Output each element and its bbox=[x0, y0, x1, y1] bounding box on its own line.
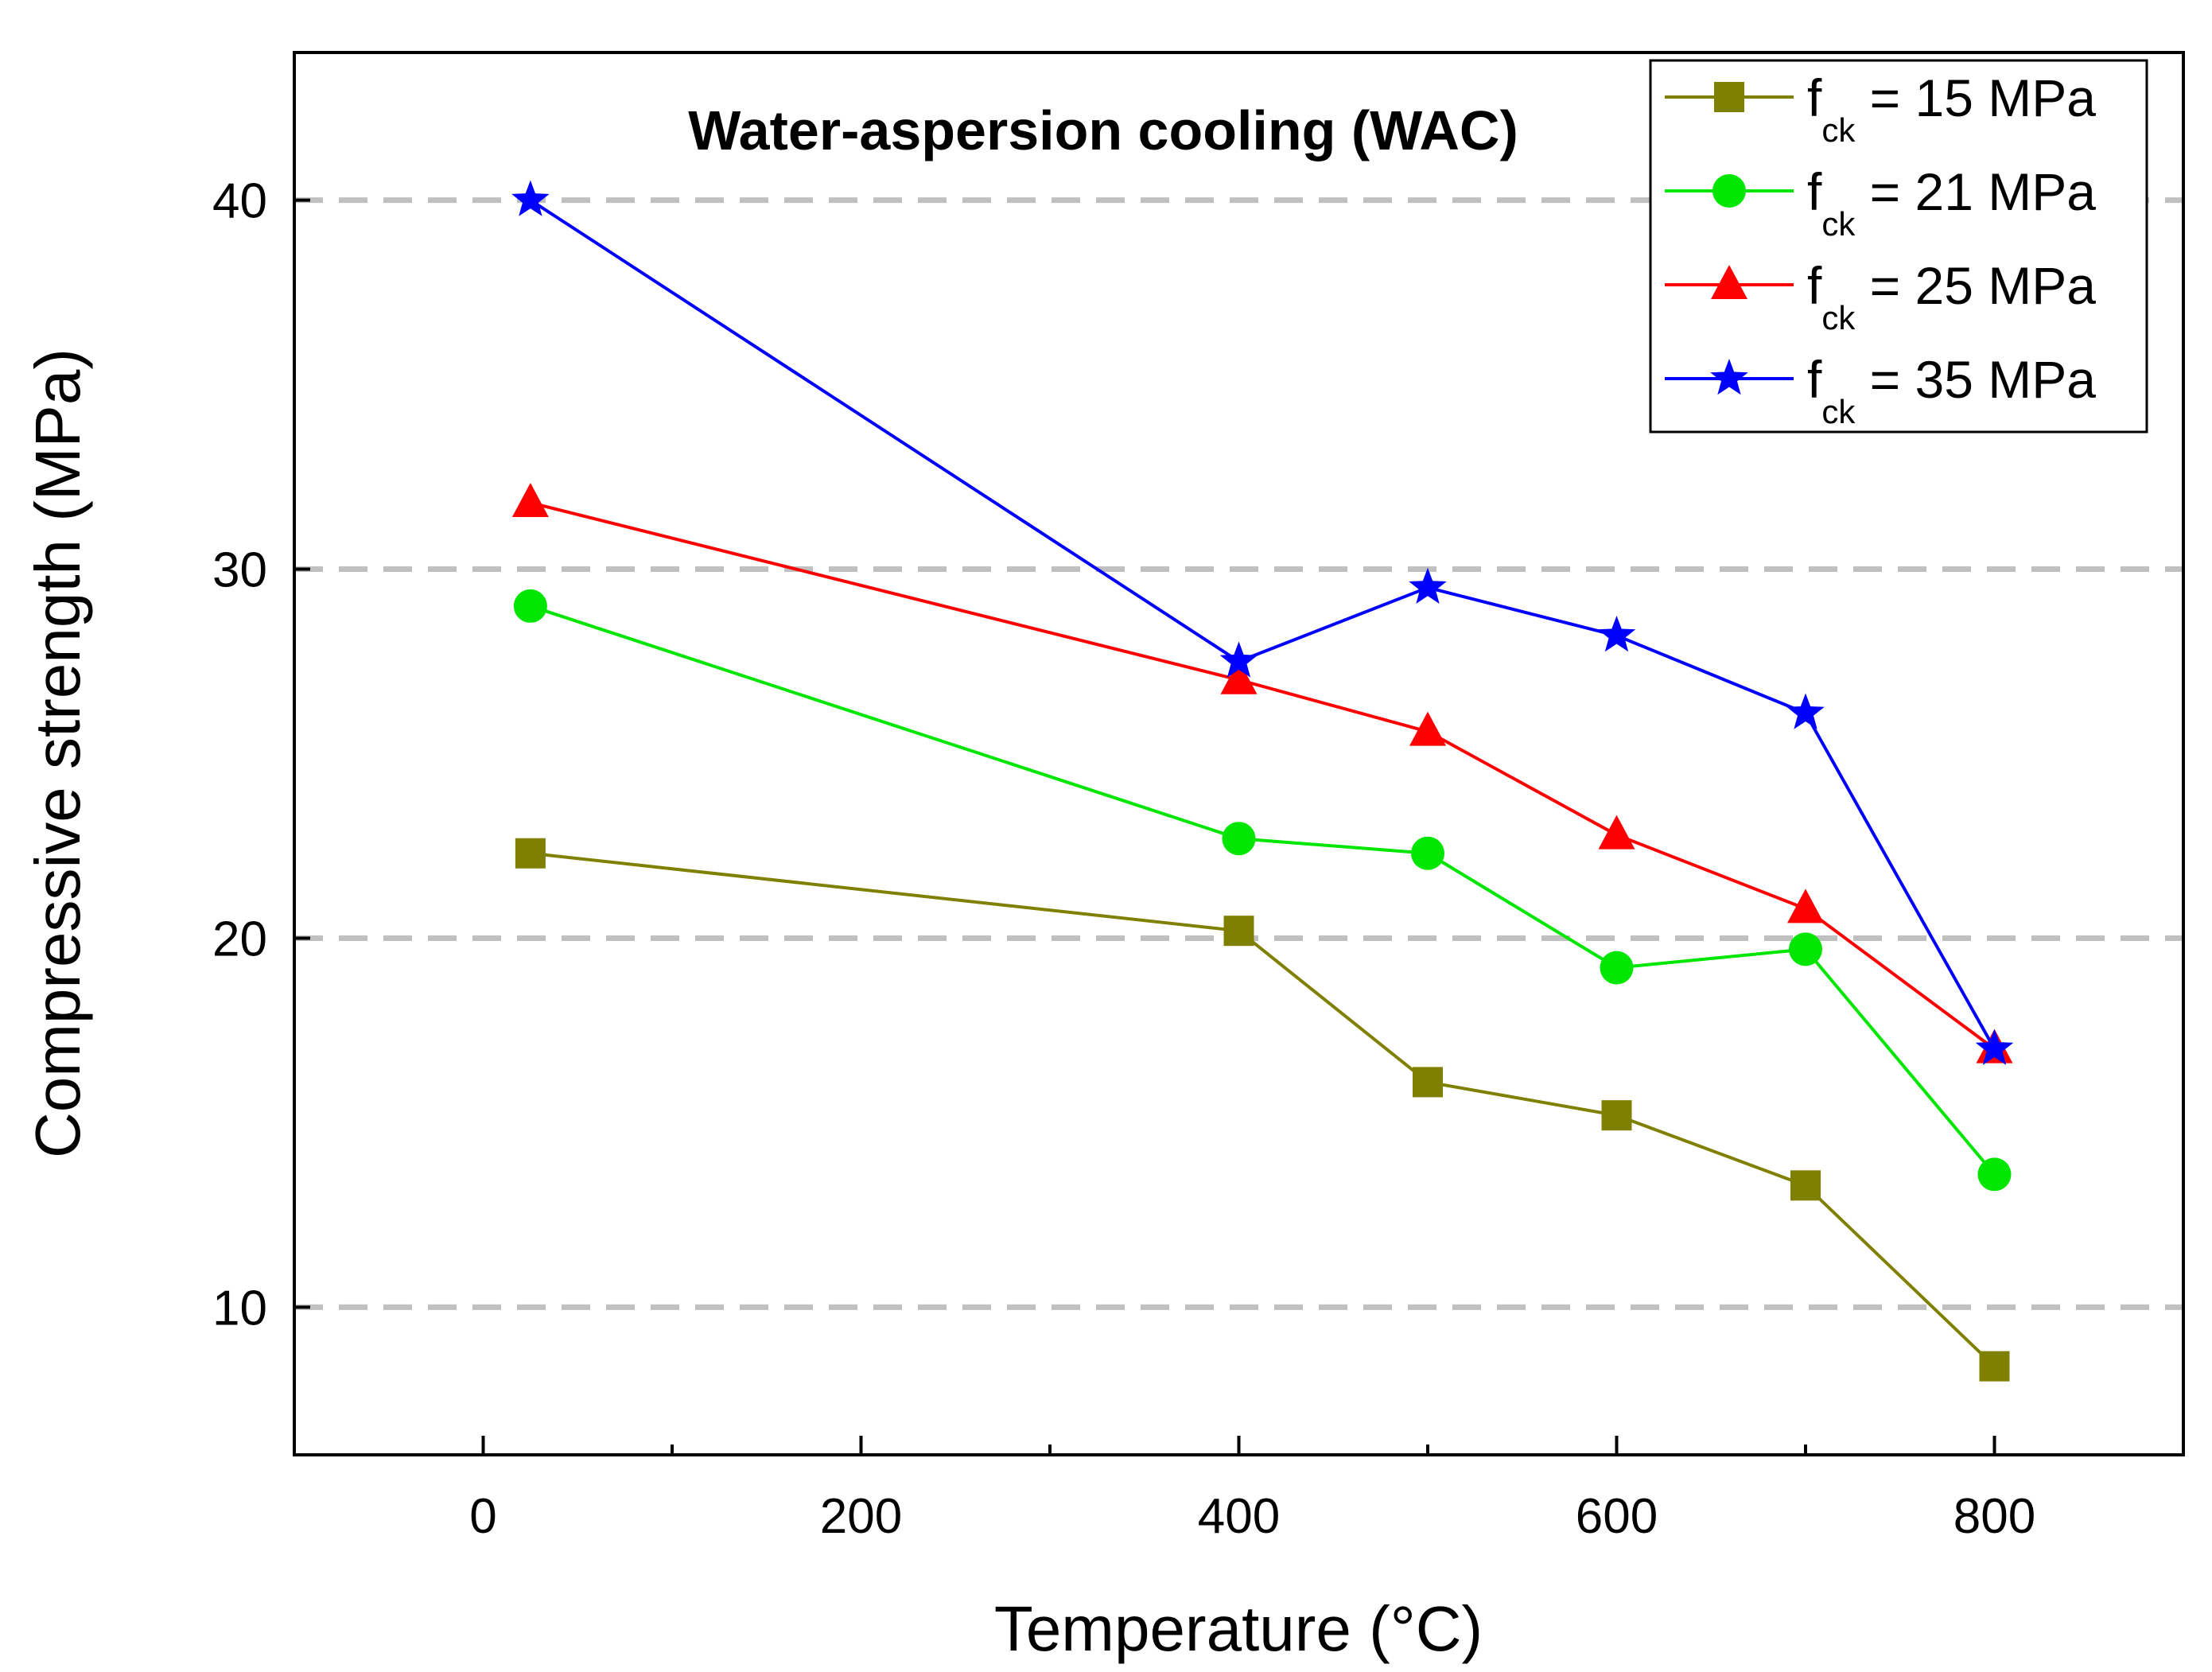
data-point bbox=[1409, 567, 1447, 604]
data-point bbox=[1220, 659, 1258, 694]
data-point bbox=[1598, 815, 1635, 850]
data-point bbox=[1597, 616, 1636, 652]
series-circle bbox=[513, 589, 2012, 1192]
data-point bbox=[1222, 822, 1256, 856]
legend-marker bbox=[1711, 265, 1747, 299]
data-point bbox=[1413, 1067, 1443, 1098]
x-tick-label: 200 bbox=[820, 1489, 902, 1544]
legend-entry: fck = 15 MPa bbox=[1665, 68, 2096, 149]
data-point bbox=[1786, 693, 1825, 729]
legend-marker bbox=[1710, 359, 1748, 395]
data-point bbox=[1600, 951, 1634, 985]
data-point bbox=[1223, 916, 1254, 947]
data-point bbox=[515, 838, 546, 869]
x-tick-label: 800 bbox=[1953, 1489, 2035, 1544]
legend: fck = 15 MPa fck = 21 MPa fck = 25 MPa fck … bbox=[1649, 59, 2148, 434]
legend-marker bbox=[1712, 174, 1746, 208]
series-star bbox=[511, 180, 2014, 1065]
data-point bbox=[511, 483, 549, 518]
data-point bbox=[1977, 1157, 2012, 1192]
data-point bbox=[1790, 1170, 1821, 1201]
x-tick-label: 0 bbox=[469, 1489, 496, 1544]
series-line bbox=[530, 851, 1996, 1368]
data-point bbox=[1411, 836, 1444, 870]
series-line bbox=[530, 605, 1996, 1176]
data-point bbox=[513, 589, 547, 623]
y-tick-label: 30 bbox=[212, 543, 267, 598]
chart-title: Water-aspersion cooling (WAC) bbox=[688, 99, 1518, 161]
legend-entry: fck = 35 MPa bbox=[1665, 350, 2096, 430]
series-line bbox=[529, 198, 1996, 1050]
data-point bbox=[1601, 1100, 1632, 1131]
legend-entry: fck = 25 MPa bbox=[1665, 256, 2096, 336]
series-line bbox=[530, 501, 1996, 1051]
y-tick-label: 20 bbox=[212, 912, 267, 966]
data-point bbox=[1979, 1351, 2010, 1382]
legend-label: fck = 21 MPa bbox=[1807, 162, 2096, 243]
y-axis-title: Compressive strength (MPa) bbox=[22, 348, 93, 1158]
legend-label: fck = 35 MPa bbox=[1807, 350, 2096, 430]
x-tick-label: 600 bbox=[1576, 1489, 1658, 1544]
data-point bbox=[1975, 1028, 2014, 1065]
legend-marker bbox=[1714, 82, 1744, 112]
legend-label: fck = 25 MPa bbox=[1807, 256, 2096, 336]
data-point bbox=[1219, 641, 1258, 678]
x-tick-label: 400 bbox=[1198, 1489, 1280, 1544]
data-point bbox=[511, 180, 550, 216]
y-tick-label: 40 bbox=[212, 174, 267, 229]
data-series bbox=[511, 180, 2014, 1382]
legend-label: fck = 15 MPa bbox=[1807, 68, 2096, 149]
data-point bbox=[1409, 711, 1446, 746]
series-square bbox=[515, 838, 2010, 1382]
series-triangle bbox=[511, 483, 2013, 1063]
data-point bbox=[1789, 932, 1822, 966]
legend-entry: fck = 21 MPa bbox=[1665, 162, 2096, 243]
y-tick-label: 10 bbox=[212, 1281, 267, 1336]
x-axis-title: Temperature (°C) bbox=[994, 1593, 1483, 1664]
data-point bbox=[1787, 888, 1824, 923]
